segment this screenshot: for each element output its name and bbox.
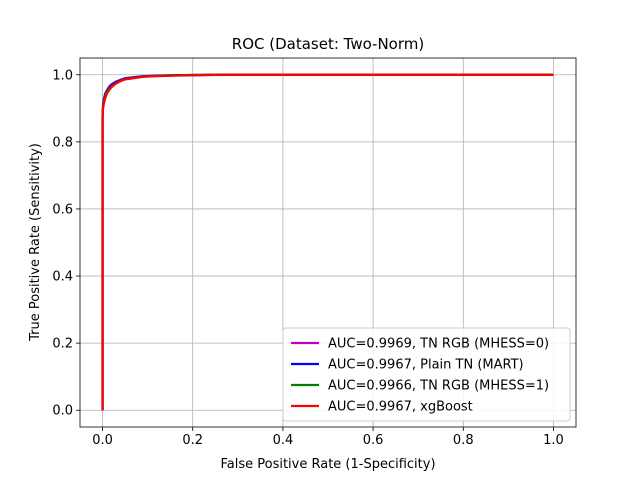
y-tick-label: 0.4 [52,270,73,285]
y-tick-label: 0.8 [52,135,73,150]
x-axis-label: False Positive Rate (1-Specificity) [220,457,435,472]
x-tick-label: 0.0 [92,433,113,448]
legend-box [282,327,571,422]
plot-frame [79,57,577,428]
y-tick-label: 0.6 [52,202,73,217]
legend: AUC=0.9969, TN RGB (MHESS=0) AUC=0.9967, … [282,327,571,422]
y-tick-label: 0.2 [52,337,73,352]
y-tick-label: 0.0 [52,404,73,419]
x-tick-label: 0.6 [363,433,384,448]
x-tick-label: 0.4 [273,433,294,448]
legend-label: AUC=0.9969, TN RGB (MHESS=0) [328,337,549,352]
x-tick-label: 0.8 [453,433,474,448]
chart-title: ROC (Dataset: Two-Norm) [232,35,424,53]
roc-series-line-4 [101,73,554,411]
legend-label: AUC=0.9967, xgBoost [328,400,473,415]
y-tick-label: 1.0 [52,68,73,83]
y-axis-label: True Positive Rate (Sensitivity) [28,143,43,342]
series-lines [101,73,554,411]
x-tick-label: 0.2 [182,433,203,448]
legend-label: AUC=0.9966, TN RGB (MHESS=1) [328,379,549,394]
x-tick-label: 1.0 [543,433,564,448]
axis-ticks: 0.0 0.2 0.4 0.6 0.8 1.0 0.0 0.2 0.4 0.6 0.8 1.0 [52,68,563,448]
legend-label: AUC=0.9967, Plain TN (MART) [328,358,524,373]
